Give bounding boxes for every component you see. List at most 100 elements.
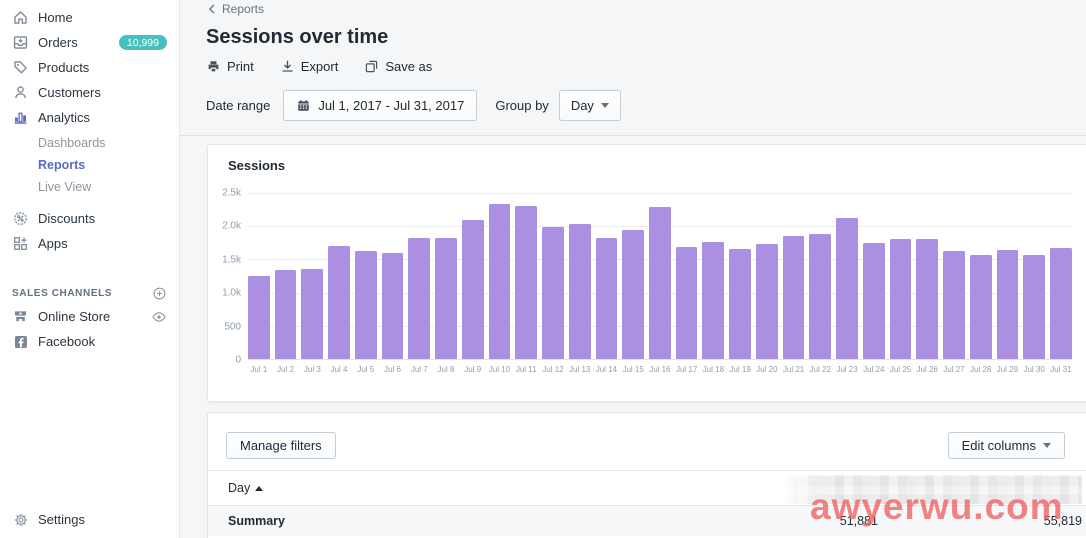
date-range-button[interactable]: Jul 1, 2017 - Jul 31, 2017 bbox=[283, 90, 478, 121]
x-tick-label: Jul 7 bbox=[410, 365, 428, 374]
x-tick-label: Jul 15 bbox=[622, 365, 644, 374]
bar-jul-25[interactable] bbox=[889, 238, 912, 359]
bar-jul-1[interactable] bbox=[248, 276, 270, 359]
bar-jul-6[interactable] bbox=[381, 252, 404, 359]
sidebar-subitem-live-view[interactable]: Live View bbox=[38, 180, 92, 194]
sidebar-item-online-store[interactable]: Online Store bbox=[0, 304, 179, 329]
bar-jul-28[interactable] bbox=[969, 254, 992, 359]
bar-jul-18[interactable] bbox=[702, 242, 725, 359]
group-by-select[interactable]: Day bbox=[558, 90, 621, 121]
bar-jul-14[interactable] bbox=[595, 237, 618, 359]
export-button[interactable]: Export bbox=[280, 59, 338, 74]
edit-columns-label: Edit columns bbox=[961, 438, 1036, 453]
table-header-row: Day bbox=[208, 470, 1086, 506]
bar-jul-15[interactable] bbox=[622, 230, 645, 359]
bar-jul-29[interactable] bbox=[996, 250, 1019, 359]
breadcrumb-label: Reports bbox=[222, 2, 265, 16]
sidebar-item-customers[interactable]: Customers bbox=[0, 80, 179, 105]
manage-filters-button[interactable]: Manage filters bbox=[226, 432, 336, 459]
blurred-column-headers bbox=[781, 475, 1082, 504]
bar-jul-24[interactable] bbox=[862, 243, 885, 359]
sidebar-item-settings[interactable]: Settings bbox=[0, 500, 179, 538]
sidebar-item-analytics[interactable]: Analytics bbox=[0, 105, 179, 130]
x-tick-label: Jul 13 bbox=[569, 365, 591, 374]
sidebar-item-label: Online Store bbox=[38, 309, 111, 324]
discounts-icon bbox=[12, 210, 29, 227]
bar-jul-27[interactable] bbox=[943, 250, 965, 359]
bar-jul-13[interactable] bbox=[568, 224, 591, 359]
x-tick-label: Jul 16 bbox=[649, 365, 671, 374]
gear-icon bbox=[12, 511, 29, 528]
bar-jul-12[interactable] bbox=[542, 226, 564, 359]
x-tick-label: Jul 17 bbox=[675, 365, 698, 374]
breadcrumb[interactable]: Reports bbox=[206, 2, 264, 16]
bar-jul-11[interactable] bbox=[515, 206, 538, 359]
plus-circle-icon[interactable] bbox=[151, 285, 167, 301]
caret-up-icon bbox=[255, 485, 264, 491]
bar-jul-9[interactable] bbox=[461, 220, 484, 359]
x-tick-label: Jul 4 bbox=[330, 365, 348, 374]
orders-icon bbox=[12, 34, 29, 51]
filter-row: Date range Jul 1, 2017 - Jul 31, 2017 Gr… bbox=[206, 90, 1086, 121]
sidebar-item-label: Orders bbox=[38, 35, 78, 50]
bar-jul-23[interactable] bbox=[836, 218, 858, 359]
sidebar-item-label: Settings bbox=[38, 512, 85, 527]
bar-jul-3[interactable] bbox=[301, 269, 324, 359]
x-labels: Jul 1 Jul 2 Jul 3 Jul 4 Jul 5 Jul 6 Jul 7 Jul 8… bbox=[248, 365, 1072, 374]
eye-icon[interactable] bbox=[151, 309, 167, 325]
plot-area bbox=[248, 193, 1072, 360]
sidebar-item-apps[interactable]: Apps bbox=[0, 231, 179, 256]
sidebar-item-orders[interactable]: Orders 10,999 bbox=[0, 30, 179, 55]
x-tick-label: Jul 28 bbox=[970, 365, 992, 374]
sidebar-subitem-reports[interactable]: Reports bbox=[38, 158, 86, 172]
bar-jul-19[interactable] bbox=[729, 249, 751, 359]
gridline bbox=[248, 193, 1072, 194]
bar-jul-26[interactable] bbox=[916, 239, 939, 359]
bar-jul-30[interactable] bbox=[1023, 255, 1046, 359]
bar-jul-7[interactable] bbox=[408, 238, 431, 359]
page-title: Sessions over time bbox=[206, 26, 389, 48]
print-button[interactable]: Print bbox=[206, 59, 254, 74]
bar-jul-16[interactable] bbox=[649, 206, 671, 359]
sidebar-item-products[interactable]: Products bbox=[0, 55, 179, 80]
sidebar-item-facebook[interactable]: Facebook bbox=[0, 329, 179, 354]
x-tick-label: Jul 29 bbox=[996, 365, 1019, 374]
x-tick-label: Jul 25 bbox=[889, 365, 912, 374]
y-tick-label: 1.0k bbox=[222, 287, 241, 299]
bar-jul-5[interactable] bbox=[354, 250, 377, 359]
sidebar-subitem-dashboards[interactable]: Dashboards bbox=[38, 136, 106, 150]
chevron-left-icon bbox=[206, 3, 218, 15]
column-header-day[interactable]: Day bbox=[228, 481, 264, 495]
bar-jul-20[interactable] bbox=[755, 244, 778, 359]
y-tick-label: 1.5k bbox=[222, 254, 241, 266]
bar-jul-10[interactable] bbox=[488, 204, 511, 359]
x-tick-label: Jul 6 bbox=[384, 365, 401, 374]
bar-jul-2[interactable] bbox=[274, 270, 297, 359]
chart-title: Sessions bbox=[228, 158, 286, 173]
bar-jul-22[interactable] bbox=[809, 234, 832, 359]
group-by-value: Day bbox=[570, 98, 594, 113]
save-as-button[interactable]: Save as bbox=[364, 59, 432, 74]
sidebar-item-label: Apps bbox=[38, 236, 68, 251]
sidebar-item-home[interactable]: Home bbox=[0, 5, 179, 30]
calendar-icon bbox=[296, 98, 311, 113]
y-axis: 2.5k 2.0k 1.5k 1.0k 500 0 bbox=[208, 188, 248, 366]
y-tick-label: 2.0k bbox=[222, 220, 241, 232]
x-tick-label: Jul 19 bbox=[729, 365, 751, 374]
table-toolbar: Manage filters Edit columns bbox=[208, 413, 1086, 470]
caret-down-icon bbox=[600, 103, 609, 108]
bar-jul-8[interactable] bbox=[435, 238, 457, 359]
bar-jul-21[interactable] bbox=[782, 235, 805, 359]
edit-columns-button[interactable]: Edit columns bbox=[947, 432, 1065, 459]
analytics-subnav: Dashboards Reports Live View bbox=[0, 130, 179, 206]
save-as-label: Save as bbox=[385, 59, 433, 74]
sidebar-item-discounts[interactable]: Discounts bbox=[0, 206, 179, 231]
x-tick-label: Jul 23 bbox=[836, 365, 858, 374]
x-tick-label: Jul 31 bbox=[1050, 365, 1072, 374]
x-tick-label: Jul 9 bbox=[464, 365, 482, 374]
bar-jul-31[interactable] bbox=[1050, 248, 1072, 359]
x-tick-label: Jul 2 bbox=[277, 365, 295, 374]
bar-jul-17[interactable] bbox=[675, 246, 698, 359]
bar-jul-4[interactable] bbox=[328, 246, 350, 359]
